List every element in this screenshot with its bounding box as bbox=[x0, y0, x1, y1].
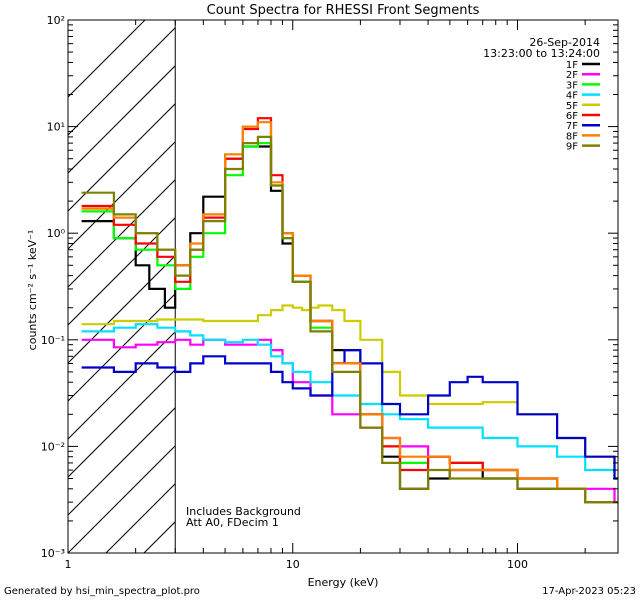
footer-timestamp: 17-Apr-2023 05:23 bbox=[542, 586, 636, 597]
footer-generated-by: Generated by hsi_min_spectra_plot.pro bbox=[4, 586, 200, 597]
legend-label: 8F bbox=[566, 131, 578, 142]
chart-title: Count Spectra for RHESSI Front Segments bbox=[207, 3, 480, 18]
x-tick-label: 1 bbox=[65, 558, 72, 571]
series-line-7f bbox=[81, 349, 618, 480]
legend-label: 9F bbox=[566, 142, 578, 153]
y-tick-label: 10⁰ bbox=[47, 227, 66, 240]
legend-label: 2F bbox=[566, 70, 578, 81]
x-tick-label: 100 bbox=[507, 558, 528, 571]
annotation-attenuator: Att A0, FDecim 1 bbox=[186, 516, 279, 529]
hatch-line bbox=[68, 27, 176, 136]
x-axis-label: Energy (keV) bbox=[308, 576, 379, 589]
legend-label: 3F bbox=[566, 80, 578, 91]
hatch-line bbox=[68, 255, 176, 364]
date-label: 26-Sep-2014 bbox=[529, 36, 600, 49]
legend-label: 5F bbox=[566, 101, 578, 112]
x-tick-label: 10 bbox=[286, 558, 300, 571]
hatch-line bbox=[68, 407, 176, 516]
axis-ticks: 1 10 100 10⁻³ 10⁻² 10⁻¹ 10⁰ 10¹ 10² bbox=[41, 14, 618, 571]
hatch-line bbox=[68, 369, 176, 478]
legend-label: 4F bbox=[566, 91, 578, 102]
y-tick-label: 10¹ bbox=[47, 121, 65, 134]
hatch-line bbox=[68, 445, 176, 553]
series-lines bbox=[81, 117, 618, 504]
y-tick-label: 10⁻² bbox=[41, 440, 65, 453]
excluded-region-hatch bbox=[68, 20, 176, 553]
plot-frame bbox=[67, 19, 619, 554]
hatch-line bbox=[68, 65, 176, 174]
y-tick-label: 10² bbox=[47, 14, 65, 27]
legend-label: 1F bbox=[566, 60, 578, 71]
hatch-line bbox=[68, 217, 176, 326]
y-axis-label: counts cm⁻² s⁻¹ keV⁻¹ bbox=[26, 230, 39, 351]
series-line-9f bbox=[81, 135, 618, 504]
y-tick-label: 10⁻³ bbox=[41, 547, 65, 560]
legend-label: 7F bbox=[566, 121, 578, 132]
series-line-4f bbox=[81, 323, 618, 480]
y-tick-label: 10⁻¹ bbox=[41, 334, 65, 347]
time-range-label: 13:23:00 to 13:24:00 bbox=[483, 47, 600, 60]
hatch-line bbox=[68, 179, 176, 288]
annotation-background: Includes Background bbox=[186, 505, 301, 518]
legend-label: 6F bbox=[566, 111, 578, 122]
